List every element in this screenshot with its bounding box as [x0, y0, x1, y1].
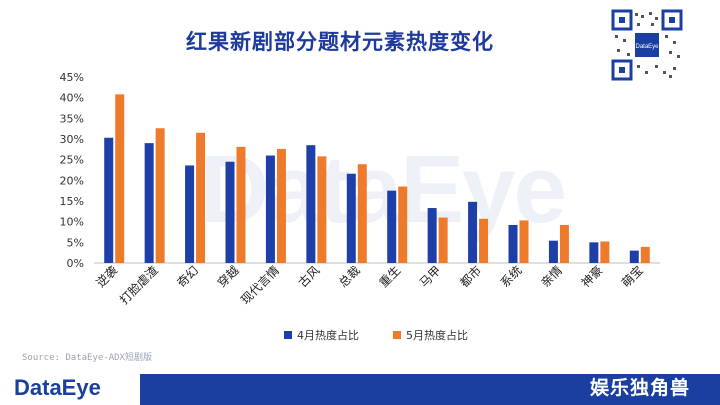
y-tick-label: 45% — [60, 71, 84, 84]
legend-swatch-april — [284, 331, 292, 339]
bar-may — [479, 218, 489, 263]
source-note: Source: DataEye-ADX短剧版 — [22, 353, 152, 363]
bar-april — [185, 165, 195, 263]
bar-april — [427, 208, 437, 263]
y-tick-label: 40% — [60, 92, 84, 105]
bar-may — [357, 164, 367, 263]
bar-may — [640, 246, 650, 263]
bar-april — [387, 190, 397, 263]
bar-april — [548, 240, 558, 263]
bar-may — [317, 156, 327, 263]
bar-april — [508, 224, 518, 263]
x-tick-label: 现代言情 — [238, 263, 282, 307]
legend: 4月热度占比 5月热度占比 — [284, 327, 468, 343]
y-tick-label: 25% — [60, 154, 84, 167]
brand-watermark: 娱乐独角兽 — [590, 377, 691, 399]
y-tick-label: 10% — [60, 216, 84, 229]
bar-may — [236, 146, 246, 263]
qr-code: DataEye — [611, 9, 683, 81]
x-tick-label: 系统 — [498, 263, 525, 290]
x-tick-label: 重生 — [376, 263, 403, 290]
y-tick-label: 35% — [60, 112, 84, 125]
x-tick-label: 总裁 — [336, 263, 363, 290]
bar-may — [559, 224, 569, 263]
bar-april — [265, 155, 275, 263]
bar-april — [144, 143, 154, 263]
legend-item-april: 4月热度占比 — [284, 327, 359, 343]
x-tick-label: 亲情 — [538, 263, 565, 290]
bar-may — [398, 186, 408, 263]
logo-box — [0, 374, 140, 405]
bar-may — [196, 132, 206, 263]
bar-may — [155, 128, 165, 263]
bar-may — [519, 220, 529, 263]
x-tick-label: 穿越 — [214, 263, 242, 291]
y-tick-label: 5% — [67, 236, 84, 249]
bar-april — [306, 145, 316, 263]
x-tick-label: 奇幻 — [174, 263, 201, 290]
bar-april — [629, 250, 639, 263]
bar-may — [600, 241, 610, 263]
bar-april — [589, 242, 599, 263]
legend-item-may: 5月热度占比 — [393, 327, 468, 343]
legend-label-may: 5月热度占比 — [406, 329, 468, 342]
y-tick-label: 30% — [60, 133, 84, 146]
bar-april — [225, 161, 235, 263]
bar-may — [276, 148, 286, 263]
y-tick-label: 15% — [60, 195, 84, 208]
chart-title: 红果新剧部分题材元素热度变化 — [186, 30, 494, 54]
x-tick-label: 都市 — [457, 263, 485, 291]
bar-may — [115, 94, 125, 263]
dataeye-logo: DataEye — [14, 375, 101, 400]
bar-april — [468, 201, 478, 263]
legend-label-april: 4月热度占比 — [297, 329, 359, 342]
x-tick-label: 逆袭 — [93, 263, 121, 291]
bar-april — [346, 173, 356, 263]
watermark: DataEye — [200, 136, 567, 243]
x-tick-label: 神豪 — [578, 263, 606, 291]
bar-april — [104, 137, 114, 263]
bar-may — [438, 217, 448, 263]
svg-text:DataEye: DataEye — [635, 44, 659, 50]
x-tick-label: 马甲 — [417, 263, 444, 290]
x-tick-label: 古风 — [295, 263, 323, 291]
legend-swatch-may — [393, 331, 401, 339]
x-tick-label: 萌宝 — [619, 263, 646, 290]
y-tick-label: 20% — [60, 174, 84, 187]
y-tick-label: 0% — [67, 257, 84, 270]
x-tick-label: 打脸虐渣 — [117, 263, 161, 307]
